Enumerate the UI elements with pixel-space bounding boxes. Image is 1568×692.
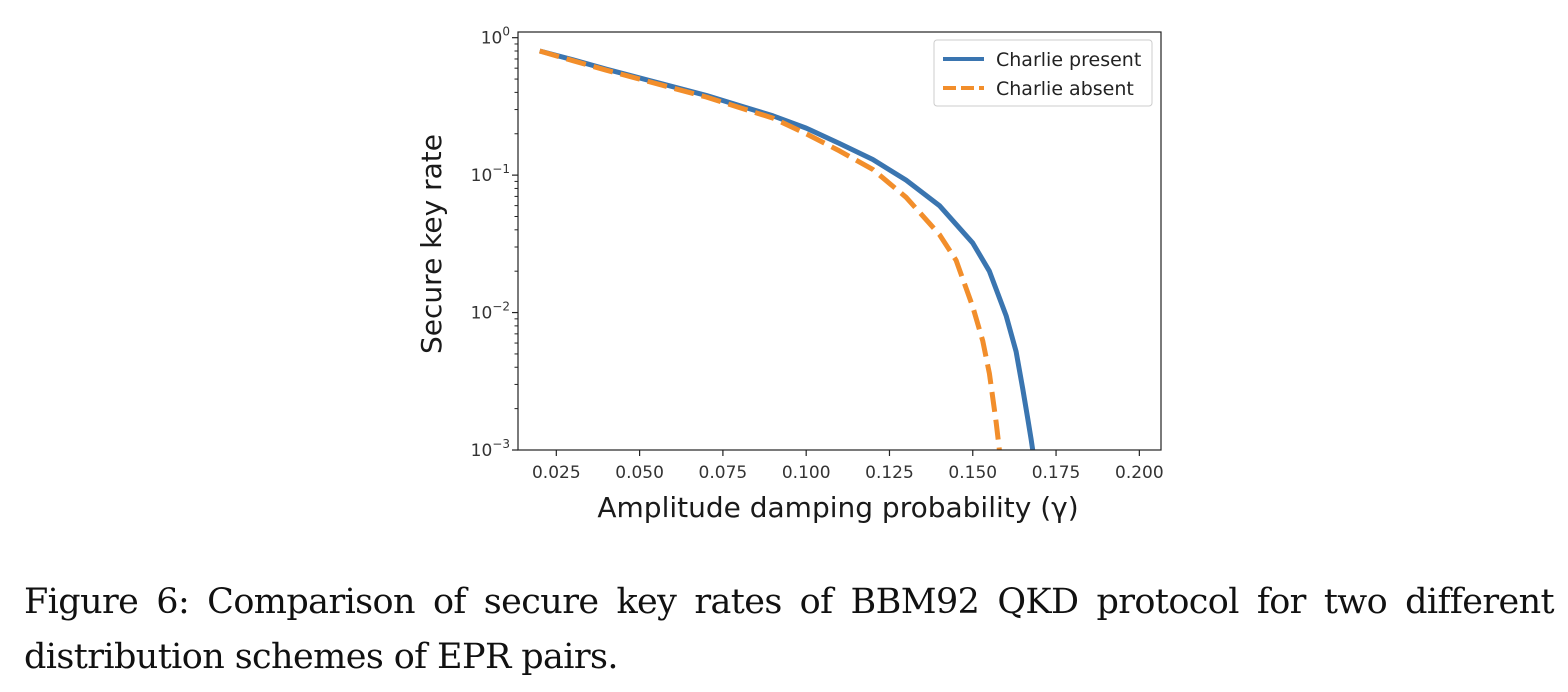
legend-box	[933, 39, 1153, 107]
axes-frame	[517, 31, 1162, 451]
x-axis-ticks: 0.025 0.050 0.075 0.100 0.125 0.150 0.175 0.200	[532, 450, 1164, 483]
x-axis-label: Amplitude damping probability (γ)	[597, 491, 1078, 524]
series-line-charlie-present	[539, 48, 1036, 451]
x-tick-label: 0.200	[1115, 463, 1164, 483]
x-tick-label: 0.050	[615, 463, 664, 483]
y-tick-label: 10−3	[471, 437, 510, 461]
x-tick-label: 0.150	[948, 463, 997, 483]
series-line-charlie-absent	[539, 48, 1002, 451]
x-tick-label: 0.125	[865, 463, 914, 483]
y-axis-label: Secure key rate	[415, 134, 448, 354]
y-tick-label: 100	[481, 25, 510, 49]
plot-area	[517, 31, 1162, 451]
x-tick-label: 0.100	[782, 463, 831, 483]
y-axis-ticks: 100 10−1 10−2 10−3	[471, 25, 518, 461]
x-tick-label: 0.075	[699, 463, 748, 483]
figure-caption: Figure 6: Comparison of secure key rates…	[24, 582, 1555, 677]
y-tick-label: 10−2	[471, 300, 510, 324]
legend: Charlie present Charlie absent	[933, 39, 1153, 107]
x-tick-label: 0.025	[532, 463, 581, 483]
legend-label-charlie-absent: Charlie absent	[996, 78, 1134, 100]
y-tick-label: 10−1	[471, 162, 510, 186]
x-tick-label: 0.175	[1032, 463, 1081, 483]
legend-label-charlie-present: Charlie present	[996, 49, 1141, 71]
